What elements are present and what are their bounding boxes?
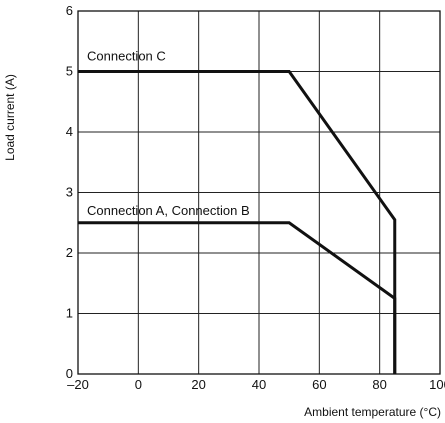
x-tick-label: –20 bbox=[67, 377, 89, 392]
y-tick-label: 6 bbox=[66, 3, 73, 18]
y-tick-labels: 0 1 2 3 4 5 6 bbox=[66, 3, 73, 381]
x-tick-label: 80 bbox=[372, 377, 386, 392]
series-label-connection-a-b: Connection A, Connection B bbox=[87, 203, 250, 218]
y-tick-label: 2 bbox=[66, 245, 73, 260]
x-tick-label: 40 bbox=[252, 377, 266, 392]
x-tick-label: 60 bbox=[312, 377, 326, 392]
x-tick-label: 0 bbox=[135, 377, 142, 392]
y-tick-label: 5 bbox=[66, 64, 73, 79]
series-lines bbox=[78, 70, 397, 374]
y-tick-label: 1 bbox=[66, 306, 73, 321]
y-axis-title: Load current (A) bbox=[3, 74, 17, 161]
y-tick-label: 0 bbox=[66, 366, 73, 381]
grid-lines bbox=[78, 11, 440, 374]
y-tick-label: 3 bbox=[66, 185, 73, 200]
plot-frame bbox=[77, 10, 441, 375]
x-tick-label: 20 bbox=[191, 377, 205, 392]
y-tick-label: 4 bbox=[66, 124, 73, 139]
series-label-connection-c: Connection C bbox=[87, 49, 166, 64]
x-axis-title: Ambient temperature (°C) bbox=[304, 405, 441, 419]
series-line-1 bbox=[78, 221, 397, 374]
x-tick-labels: –20 0 20 40 60 80 100 bbox=[67, 377, 445, 392]
x-tick-label: 100 bbox=[429, 377, 445, 392]
